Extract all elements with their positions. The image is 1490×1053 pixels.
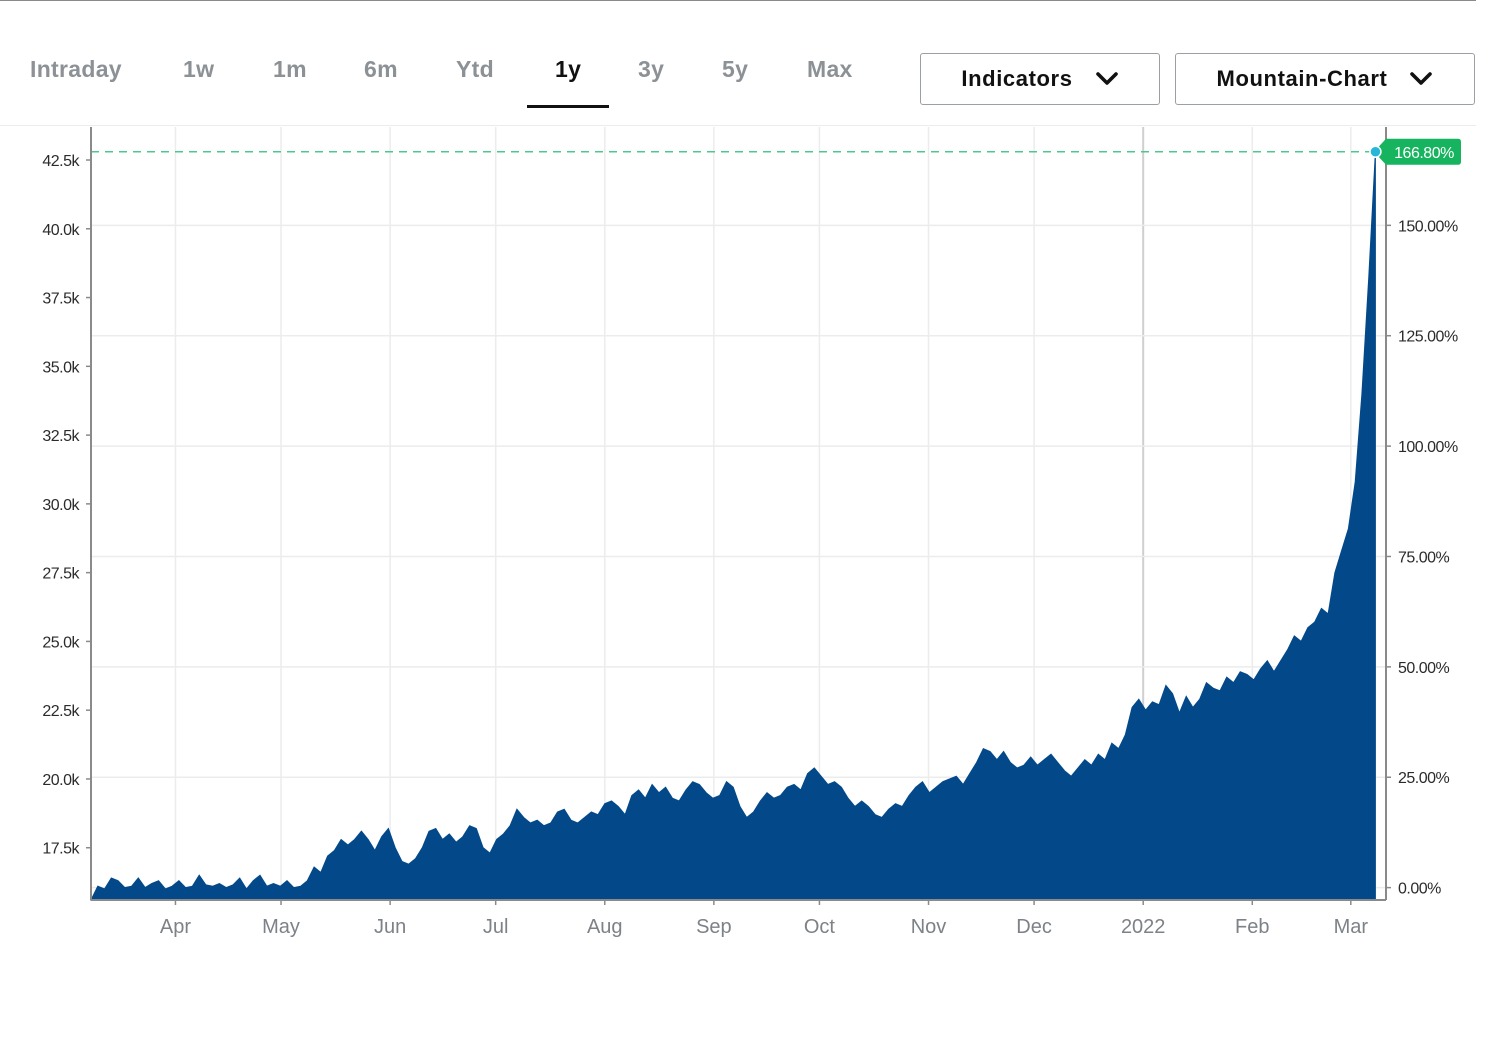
left-axis-tick-label: 32.5k [42,428,80,445]
tab-ytd[interactable]: Ytd [456,56,494,82]
tab-1y[interactable]: 1y [555,56,582,82]
active-tab-indicator [527,105,609,108]
x-axis-tick-label: Feb [1235,916,1269,938]
left-axis-tick-label: 30.0k [42,497,80,514]
tab-5y[interactable]: 5y [722,56,749,82]
x-axis-tick-label: Mar [1334,916,1369,938]
last-value-label: 166.80% [1394,145,1454,162]
tab-intraday[interactable]: Intraday [30,56,122,82]
chart-type-label: Mountain-Chart [1216,66,1388,91]
tab-6m[interactable]: 6m [364,56,398,82]
left-axis-tick-label: 40.0k [42,222,80,239]
x-axis-tick-label: Nov [911,916,947,938]
x-axis-tick-label: Jul [483,916,509,938]
tab-1m[interactable]: 1m [273,56,307,82]
right-axis-tick-label: 75.00% [1398,549,1450,566]
chevron-down-icon [1410,72,1433,85]
x-axis-tick-label: 2022 [1121,916,1166,938]
left-axis-tick-label: 25.0k [42,634,80,651]
left-axis-tick-label: 17.5k [42,841,80,858]
x-axis-tick-label: Jun [374,916,406,938]
x-axis-tick-label: Oct [804,916,836,938]
left-axis-tick-label: 22.5k [42,703,80,720]
top-border [0,0,1476,1]
x-axis-tick-label: Apr [160,916,191,938]
right-axis-tick-label: 25.00% [1398,770,1450,787]
time-range-tabs: Intraday 1w 1m 6m Ytd 1y 3y 5y Max [0,40,900,110]
price-area [90,151,1376,901]
left-axis-tick-label: 35.0k [42,359,80,376]
right-axis-tick-label: 150.00% [1398,218,1458,235]
tab-1w[interactable]: 1w [183,56,215,82]
right-axis-tick-label: 100.00% [1398,439,1458,456]
right-axis-tick-label: 50.00% [1398,660,1450,677]
indicators-dropdown[interactable]: Indicators [920,53,1160,105]
toolbar-divider [0,125,1476,126]
x-axis-tick-label: Sep [696,916,732,938]
indicators-label: Indicators [961,66,1073,91]
last-value-badge [1374,138,1461,165]
left-axis-tick-label: 27.5k [42,566,80,583]
tab-3y[interactable]: 3y [638,56,665,82]
left-axis-tick-label: 20.0k [42,772,80,789]
last-point-marker [1369,145,1382,159]
x-axis-tick-label: Aug [587,916,623,938]
tab-max[interactable]: Max [807,56,853,82]
chart-type-dropdown[interactable]: Mountain-Chart [1175,53,1475,105]
right-axis-tick-label: 125.00% [1398,329,1458,346]
left-axis-tick-label: 42.5k [42,153,80,170]
x-axis-tick-label: Dec [1016,916,1052,938]
x-axis-tick-label: May [262,916,300,938]
left-axis-tick-label: 37.5k [42,291,80,308]
chevron-down-icon [1095,72,1118,85]
right-axis-tick-label: 0.00% [1398,881,1441,898]
